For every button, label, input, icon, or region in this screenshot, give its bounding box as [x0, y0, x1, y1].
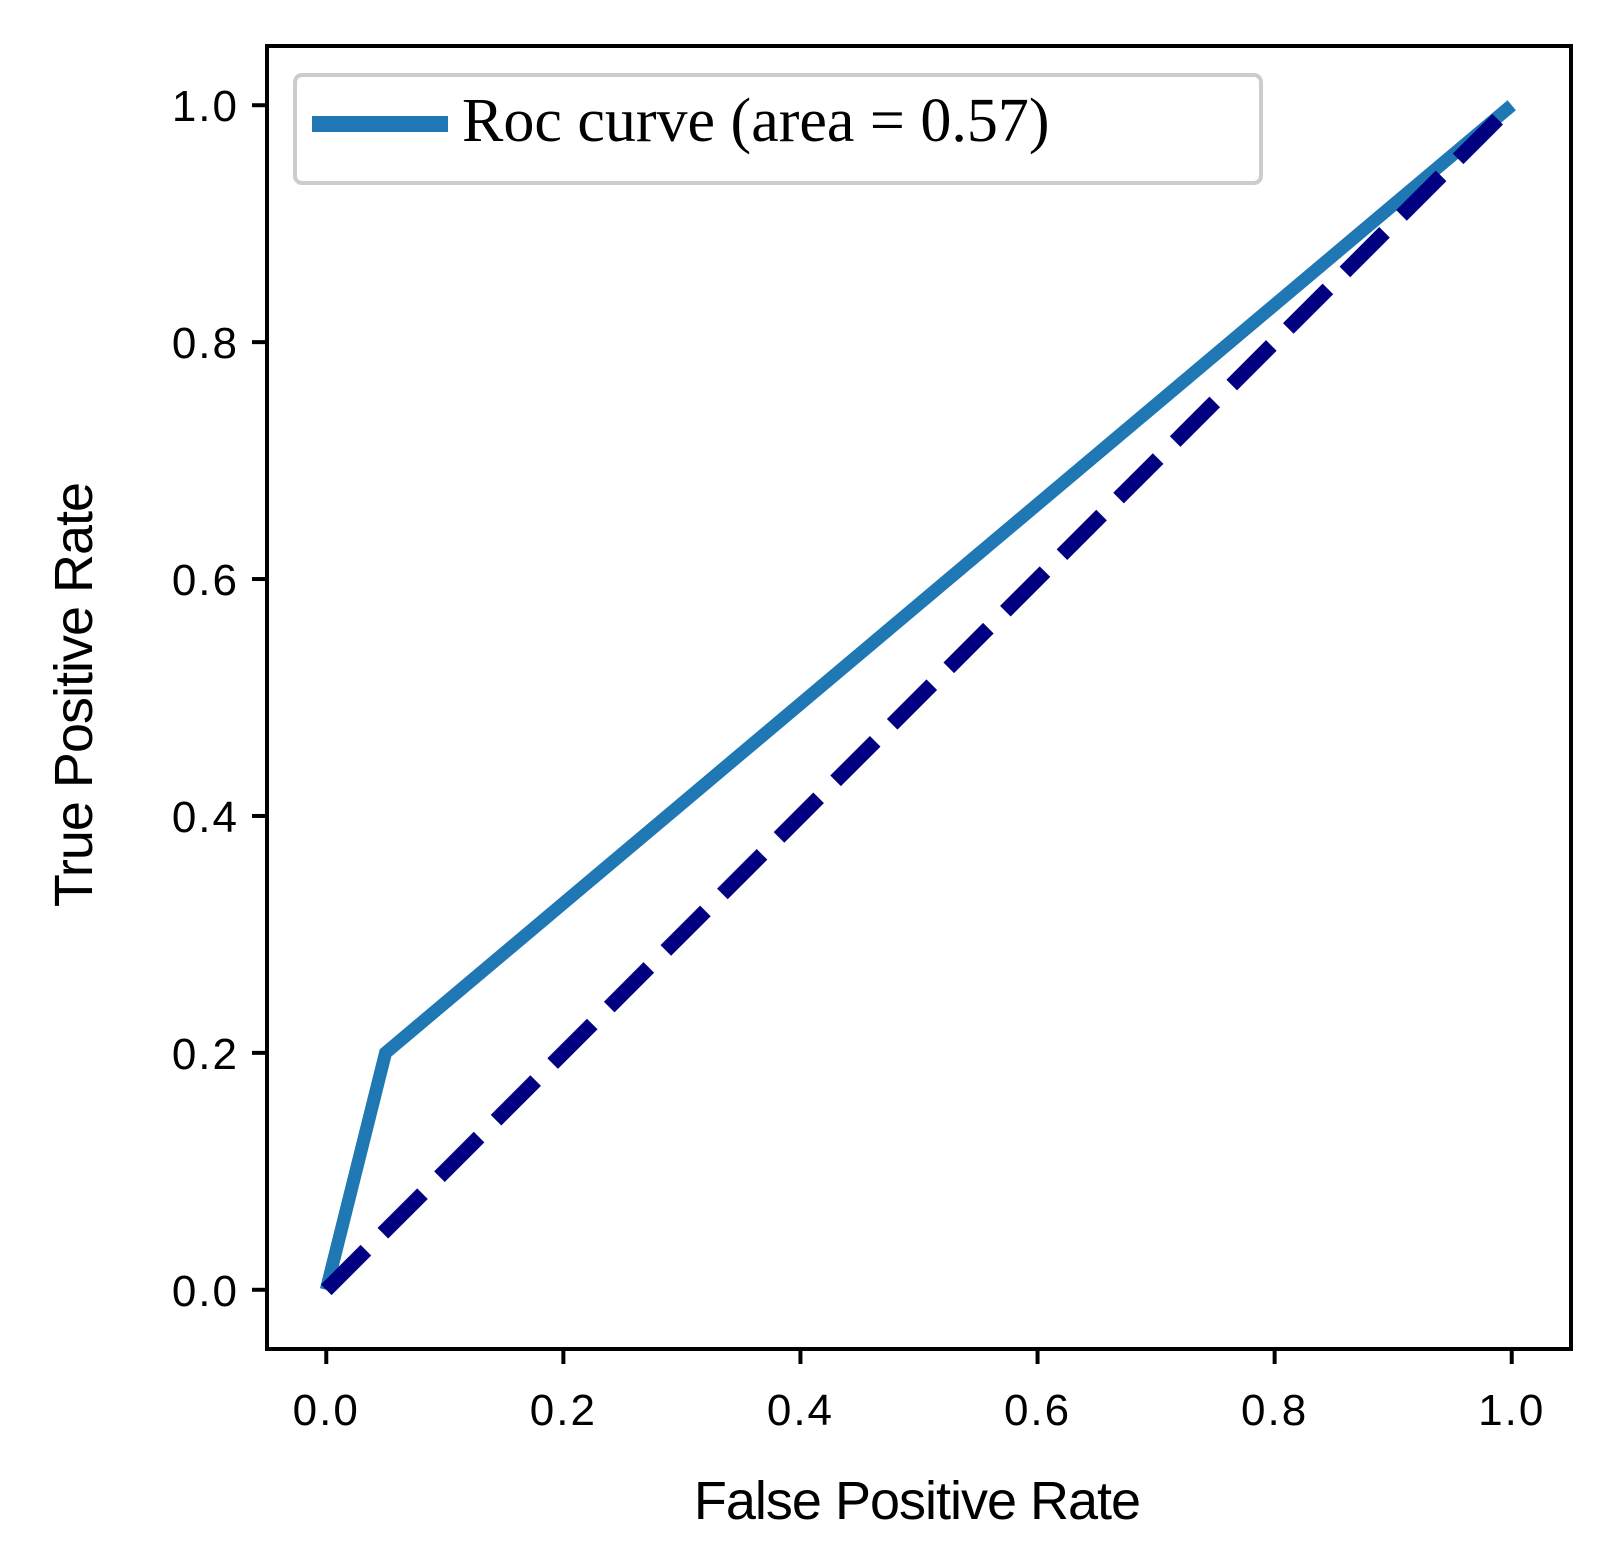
legend-label: Roc curve (area = 0.57): [462, 87, 1050, 155]
x-tick-label: 0.4: [767, 1386, 834, 1435]
plot-series: [319, 99, 1518, 1296]
y-axis-title: True Positive Rate: [44, 483, 104, 907]
y-axis-ticks: 0.0 0.2 0.4 0.6 0.8 1.0: [172, 82, 267, 1316]
x-tick-label: 0.6: [1004, 1386, 1071, 1435]
y-tick-label: 0.4: [172, 793, 239, 842]
x-tick-label: 1.0: [1478, 1386, 1545, 1435]
y-tick-label: 0.2: [172, 1030, 239, 1079]
roc-curve-line: [319, 100, 1516, 1292]
x-axis-title: False Positive Rate: [694, 1471, 1140, 1531]
y-tick-label: 0.8: [172, 319, 239, 368]
y-tick-label: 0.0: [172, 1267, 239, 1316]
legend: Roc curve (area = 0.57): [293, 73, 1263, 185]
x-axis-ticks: 0.0 0.2 0.4 0.6 0.8 1.0: [293, 1349, 1545, 1435]
y-tick-label: 1.0: [172, 82, 239, 131]
y-tick-label: 0.6: [172, 556, 239, 605]
legend-box: [293, 73, 1263, 185]
x-tick-label: 0.8: [1241, 1386, 1308, 1435]
x-tick-label: 0.0: [293, 1386, 360, 1435]
axes-frame: [265, 44, 1573, 1351]
x-tick-label: 0.2: [530, 1386, 597, 1435]
chance-diagonal-line: [320, 99, 1518, 1296]
